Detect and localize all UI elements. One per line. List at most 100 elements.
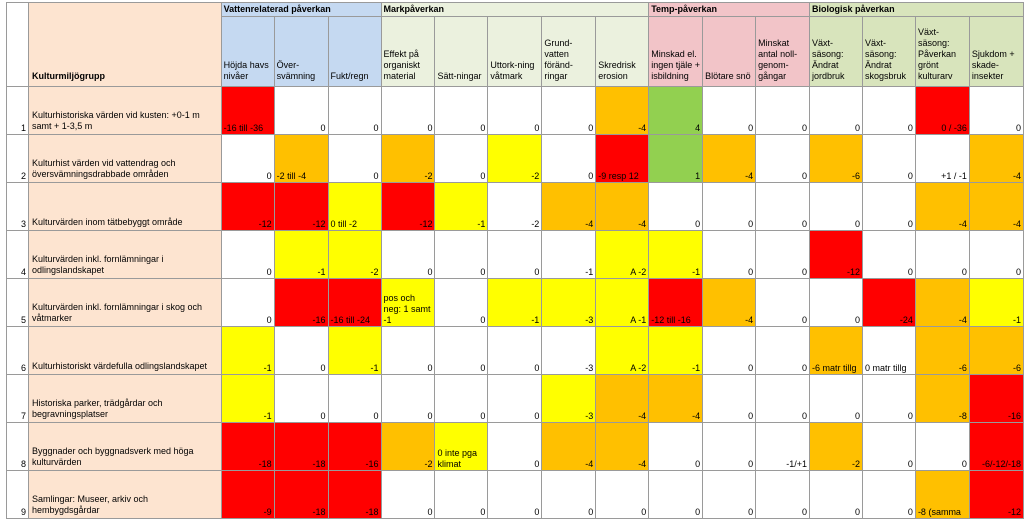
- impact-cell: 0: [809, 278, 863, 327]
- impact-cell: 0: [702, 230, 757, 279]
- impact-cell: 0: [327, 134, 382, 183]
- column-header: Höjda havs nivåer: [220, 16, 275, 87]
- impact-cell: -2: [380, 422, 436, 471]
- impact-value: 0: [802, 507, 808, 517]
- impact-value: 0: [907, 171, 913, 181]
- impact-value: 0: [266, 315, 272, 325]
- impact-value: 0: [907, 123, 913, 133]
- impact-cell: 0: [648, 182, 704, 231]
- impact-cell: -12: [968, 470, 1024, 519]
- impact-cell: 0: [755, 230, 811, 279]
- impact-value: 0: [1015, 123, 1021, 133]
- impact-value: -6: [1012, 363, 1021, 373]
- row-label: Samlingar: Museer, arkiv och hembygdsgår…: [27, 470, 222, 519]
- impact-value: 0: [427, 363, 433, 373]
- impact-cell: 0: [702, 422, 757, 471]
- impact-cell: -4: [914, 278, 970, 327]
- impact-value: 0: [802, 411, 808, 421]
- impact-value: A -2: [630, 267, 647, 277]
- impact-value: 0: [480, 267, 486, 277]
- impact-value: -8: [958, 411, 967, 421]
- impact-value: -4: [745, 171, 754, 181]
- impact-cell: 0 till -2: [327, 182, 382, 231]
- impact-cell: -16: [273, 278, 329, 327]
- impact-value: 0: [854, 507, 860, 517]
- impact-cell: 0 matr tillg: [861, 326, 916, 375]
- impact-cell: 1: [648, 134, 704, 183]
- impact-cell: -2: [487, 134, 543, 183]
- impact-value: 0: [695, 507, 701, 517]
- impact-cell: -12: [380, 182, 436, 231]
- impact-value: 0: [748, 123, 754, 133]
- impact-value: 0: [480, 363, 486, 373]
- column-header: Grund-vatten föränd-ringar: [541, 16, 597, 87]
- impact-cell: -4: [595, 182, 650, 231]
- impact-value: -3: [585, 315, 594, 325]
- impact-cell: 0: [702, 86, 757, 135]
- table-row: 5 Kulturvärden inkl. fornlämningar i skog…: [6, 278, 1024, 327]
- impact-cell: -8 (samma: [914, 470, 970, 519]
- impact-value: 0: [534, 411, 540, 421]
- impact-cell: 0: [861, 134, 916, 183]
- impact-value: -12: [419, 219, 433, 229]
- impact-value: -1: [585, 267, 594, 277]
- impact-value: 0: [907, 459, 913, 469]
- impact-cell: 0: [755, 326, 811, 375]
- impact-cell: 0: [327, 374, 382, 423]
- impact-cell: 0: [487, 86, 543, 135]
- impact-value: 0: [748, 363, 754, 373]
- impact-cell: -2: [327, 230, 382, 279]
- impact-cell: -12 till -16: [648, 278, 704, 327]
- impact-value: 0: [1015, 267, 1021, 277]
- column-header: Effekt på organiskt material: [380, 16, 436, 87]
- impact-cell: 0: [380, 374, 436, 423]
- impact-value: -2: [424, 459, 433, 469]
- row-index: 1: [6, 86, 29, 135]
- impact-cell: 0: [220, 230, 275, 279]
- impact-value: 0: [427, 123, 433, 133]
- impact-value: -16 till -24: [330, 315, 371, 325]
- impact-cell: -4: [541, 182, 597, 231]
- impact-value: 0: [534, 267, 540, 277]
- impact-cell: 0: [273, 86, 329, 135]
- row-index: 4: [6, 230, 29, 279]
- impact-cell: 0: [755, 134, 811, 183]
- column-group-header: Vattenrelaterad påverkan: [220, 2, 382, 17]
- impact-cell: 0: [861, 182, 916, 231]
- table-row: 2 Kulturhist värden vid vattendrag och öv…: [6, 134, 1024, 183]
- impact-cell: -1: [273, 230, 329, 279]
- impact-cell: -16: [968, 374, 1024, 423]
- impact-value: -4: [958, 315, 967, 325]
- impact-value: 0: [534, 123, 540, 133]
- impact-cell: -18: [327, 470, 382, 519]
- table-row: 8 Byggnader och byggnadsverk med höga kul…: [6, 422, 1024, 471]
- impact-value: 0: [373, 411, 379, 421]
- impact-value: -12 till -16: [651, 315, 691, 325]
- impact-value: -18: [312, 507, 326, 517]
- impact-value: 0: [802, 171, 808, 181]
- impact-cell: 0: [487, 374, 543, 423]
- impact-cell: -4: [968, 134, 1024, 183]
- impact-cell: 0: [755, 470, 811, 519]
- impact-cell: 0: [595, 470, 650, 519]
- impact-cell: 0: [434, 326, 489, 375]
- impact-value: -1: [1012, 315, 1021, 325]
- column-header: Minskad el. ingen tjäle + isbildning: [648, 16, 704, 87]
- impact-cell: -1/+1: [755, 422, 811, 471]
- impact-cell: -3: [541, 278, 597, 327]
- column-header: Växt-säsong: Ändrat jordbruk: [809, 16, 863, 87]
- impact-cell: -24: [861, 278, 916, 327]
- impact-cell: 0: [541, 86, 597, 135]
- impact-cell: -12: [273, 182, 329, 231]
- impact-cell: -4: [702, 278, 757, 327]
- impact-cell: -9 resp 12: [595, 134, 650, 183]
- impact-value: 0: [320, 411, 326, 421]
- row-label-header: Kulturmiljögrupp: [27, 2, 222, 87]
- row-label: Kulturhist värden vid vattendrag och öve…: [27, 134, 222, 183]
- impact-value: -1: [263, 411, 272, 421]
- impact-value: -2: [424, 171, 433, 181]
- impact-cell: -1: [648, 230, 704, 279]
- impact-cell: 0: [755, 182, 811, 231]
- impact-value: -2 till -4: [276, 171, 307, 181]
- impact-value: -16: [365, 459, 379, 469]
